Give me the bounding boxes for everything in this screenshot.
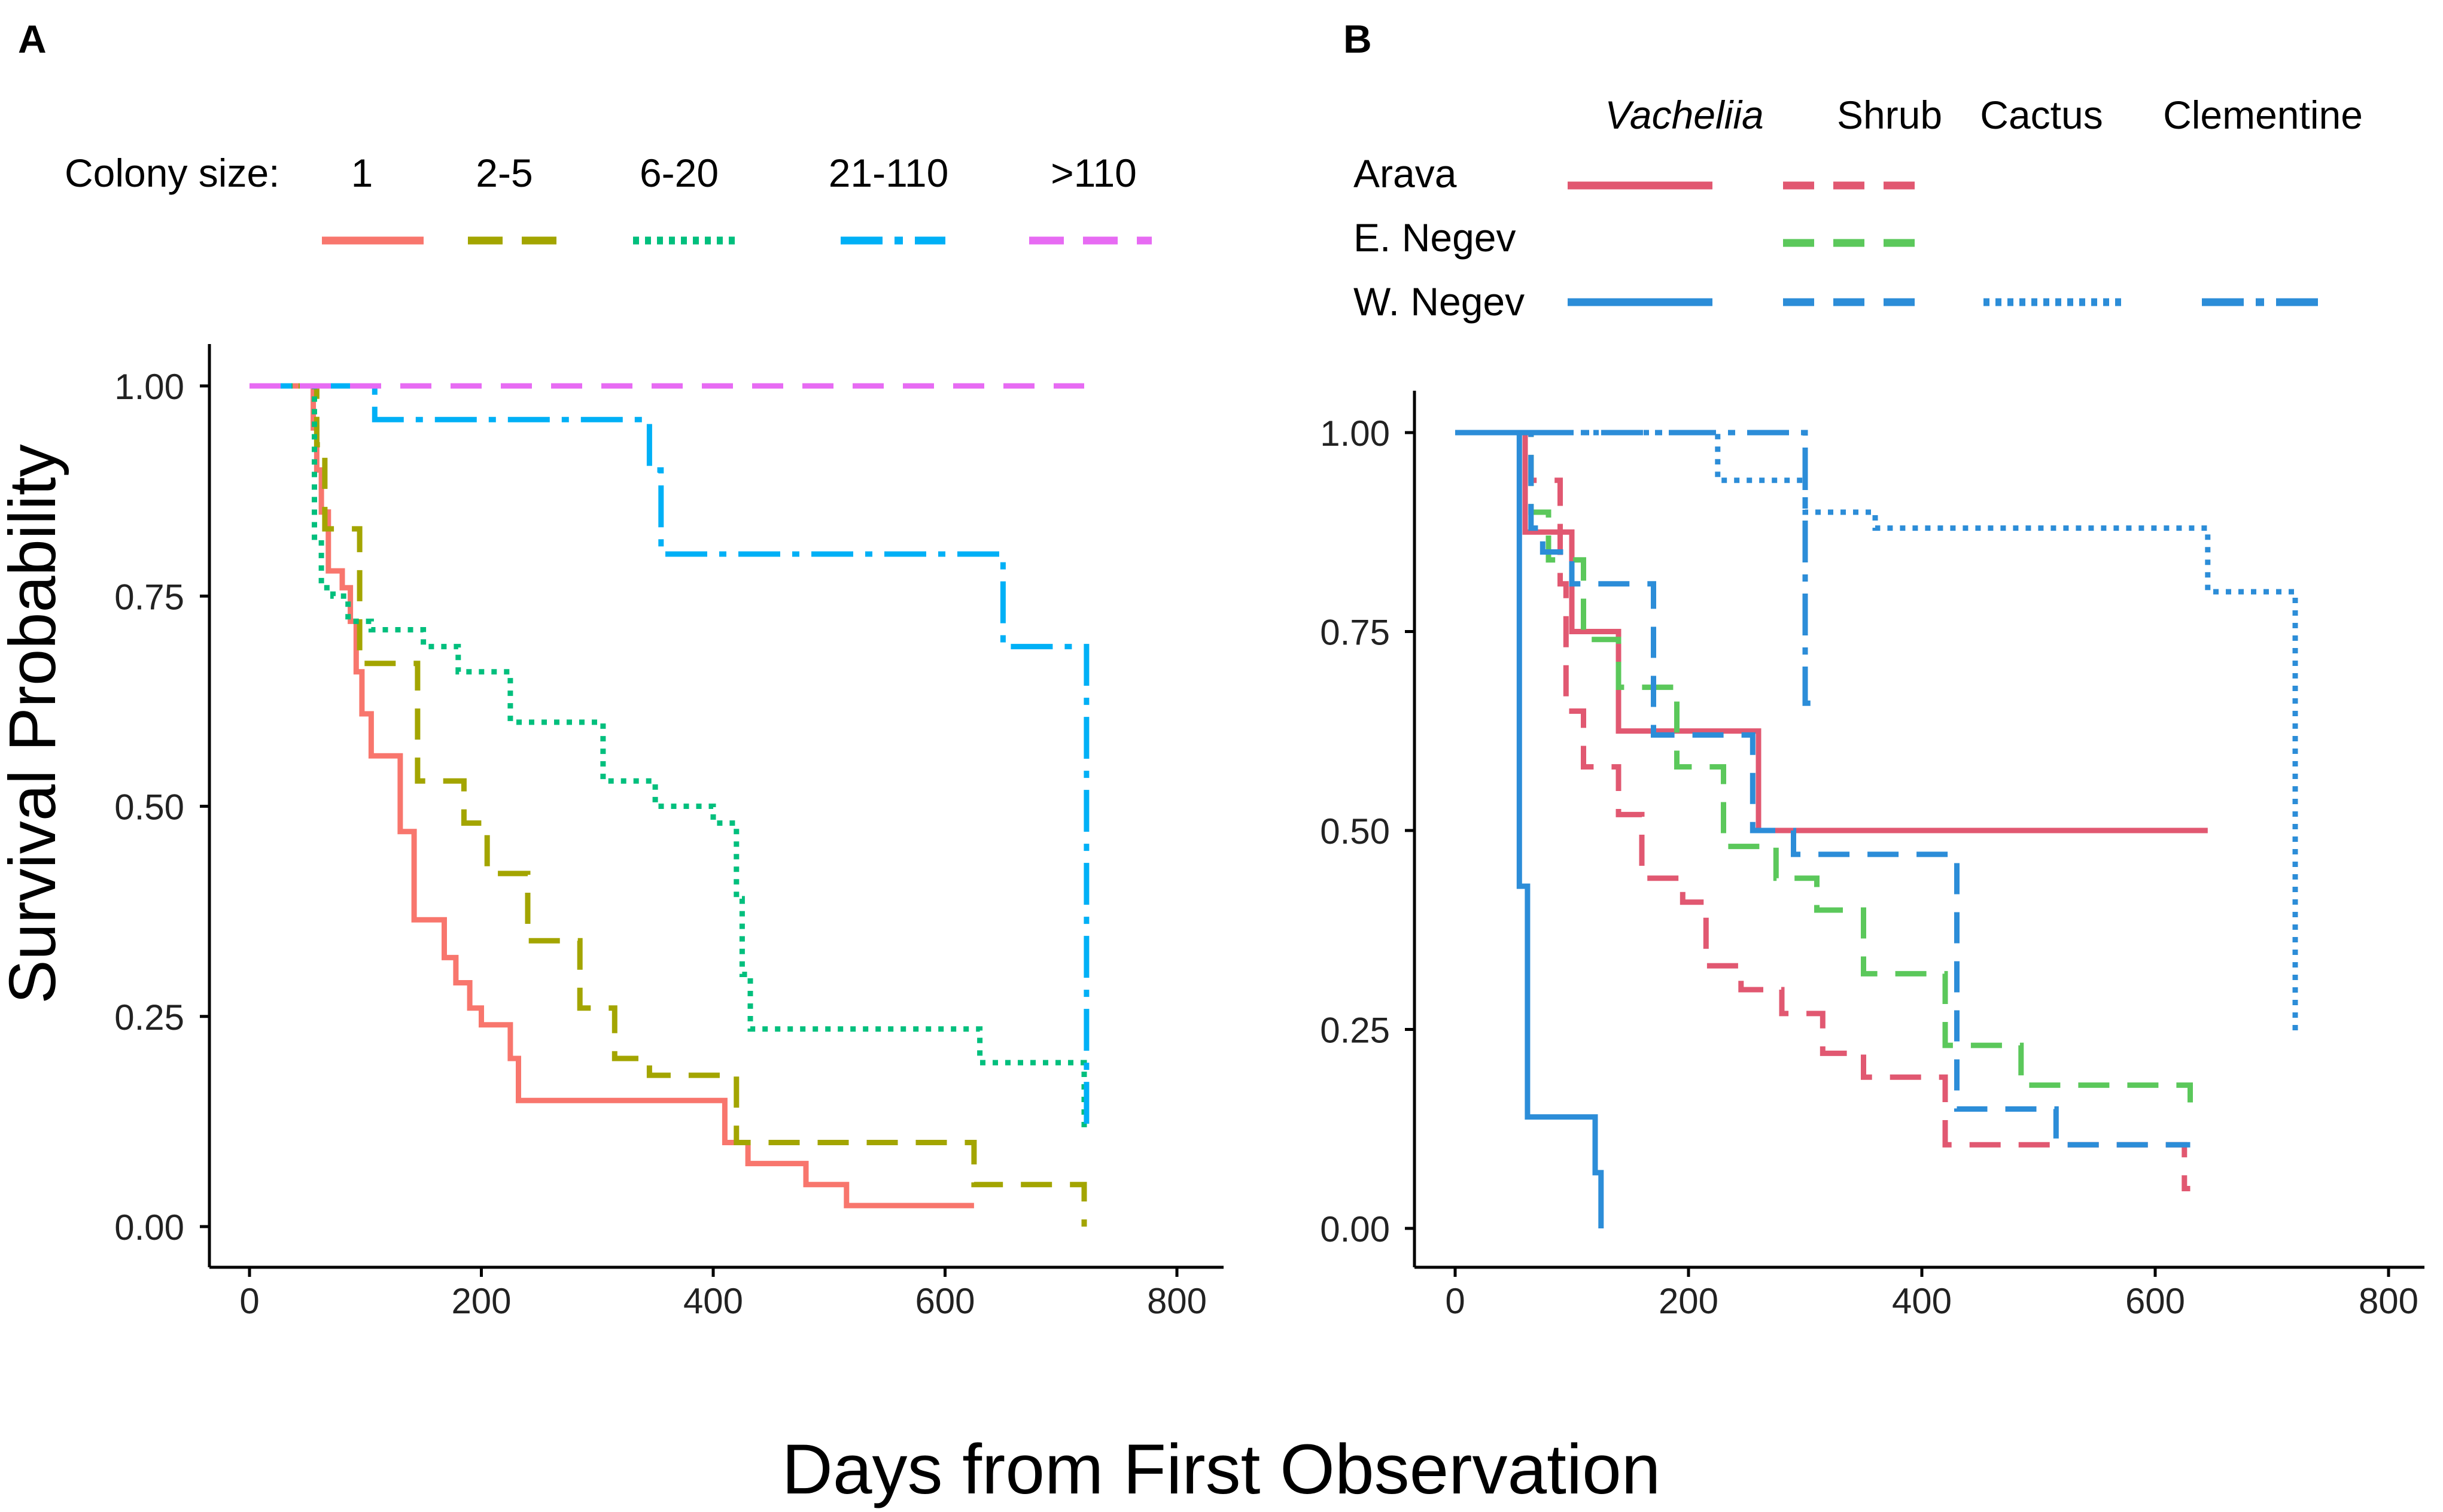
legend-a-label-21-110: 21-110 bbox=[829, 151, 949, 195]
panel-b-y-tick-label: 0.75 bbox=[1320, 613, 1390, 653]
legend-a-label-2-5: 2-5 bbox=[476, 151, 533, 195]
panel-b-label: B bbox=[1343, 17, 1372, 61]
legend-b: Vacheliia Shrub Cactus Clementine Arava … bbox=[1353, 93, 2363, 324]
panel-a-y-tick-label: 1.00 bbox=[114, 367, 184, 407]
legend-a-label-gt110: >110 bbox=[1051, 151, 1137, 195]
panel-b-series-arava-shrub-line bbox=[1455, 430, 2191, 1191]
panel-b-y-tick-label: 0.00 bbox=[1320, 1209, 1390, 1249]
legend-a: Colony size: 1 2-5 6-20 21-110 >110 bbox=[65, 151, 1152, 245]
plot-a: 0.00 0.25 0.50 0.75 1.00 0 200 400 600 800 bbox=[114, 344, 1224, 1321]
panel-b-series-w-negev-shrub-line bbox=[1455, 430, 2191, 1148]
x-axis-title: Days from First Observation bbox=[782, 1430, 1661, 1509]
legend-b-row-wnegev: W. Negev bbox=[1353, 279, 1525, 324]
panel-b-y-tick-label: 0.25 bbox=[1320, 1011, 1390, 1051]
panel-b-series-w-negev-cactus-line bbox=[1455, 430, 2298, 1038]
panel-b-y-tick-label: 0.50 bbox=[1320, 811, 1390, 851]
legend-b-col-cactus: Cactus bbox=[1980, 93, 2103, 137]
panel-b-series-w-negev-vacheliia-line bbox=[1455, 430, 1604, 1228]
panel-a-series-1-line bbox=[250, 383, 974, 1209]
panel-a-y-tick-label: 0.00 bbox=[114, 1207, 184, 1248]
panel-a-series-21-110-line bbox=[250, 383, 1090, 1134]
panel-b-y-tick-label: 1.00 bbox=[1320, 413, 1390, 454]
panel-a-series-2-5-line bbox=[250, 383, 1087, 1227]
legend-a-title: Colony size: bbox=[65, 151, 280, 195]
panel-b-x-tick-label: 600 bbox=[2125, 1281, 2185, 1321]
panel-b-x-tick-label: 800 bbox=[2359, 1281, 2418, 1321]
panel-b-series-w-negev-clementine-line bbox=[1455, 430, 1811, 706]
panel-a-label: A bbox=[18, 17, 47, 61]
panel-b-x-tick-label: 0 bbox=[1445, 1281, 1465, 1321]
panel-a-x-tick-label: 200 bbox=[451, 1281, 511, 1321]
legend-b-row-enegev: E. Negev bbox=[1353, 215, 1516, 260]
panel-a-series-6-20-line bbox=[250, 383, 1087, 1134]
legend-b-col-vacheliia: Vacheliia bbox=[1605, 93, 1763, 137]
panel-b-x-tick-label: 200 bbox=[1659, 1281, 1718, 1321]
legend-a-label-6-20: 6-20 bbox=[640, 151, 719, 195]
panel-a-x-tick-label: 600 bbox=[915, 1281, 975, 1321]
legend-b-row-arava: Arava bbox=[1353, 151, 1457, 196]
plot-b: 0.00 0.25 0.50 0.75 1.00 0 200 400 600 800 bbox=[1320, 391, 2424, 1321]
y-axis-title: Survival Probability bbox=[0, 444, 69, 1003]
panel-a-x-tick-label: 0 bbox=[239, 1281, 259, 1321]
panel-a-y-tick-label: 0.50 bbox=[114, 787, 184, 828]
panel-b-x-tick-label: 400 bbox=[1892, 1281, 1952, 1321]
legend-a-label-1: 1 bbox=[351, 151, 373, 195]
legend-b-col-shrub: Shrub bbox=[1837, 93, 1942, 137]
panel-a-x-tick-label: 400 bbox=[683, 1281, 743, 1321]
panel-a-y-tick-label: 0.25 bbox=[114, 997, 184, 1038]
panel-a-y-tick-label: 0.75 bbox=[114, 577, 184, 617]
legend-b-col-clementine: Clementine bbox=[2163, 93, 2363, 137]
panel-b-series-e-negev-shrub-line bbox=[1455, 430, 2193, 1117]
panel-a-x-tick-label: 800 bbox=[1147, 1281, 1207, 1321]
